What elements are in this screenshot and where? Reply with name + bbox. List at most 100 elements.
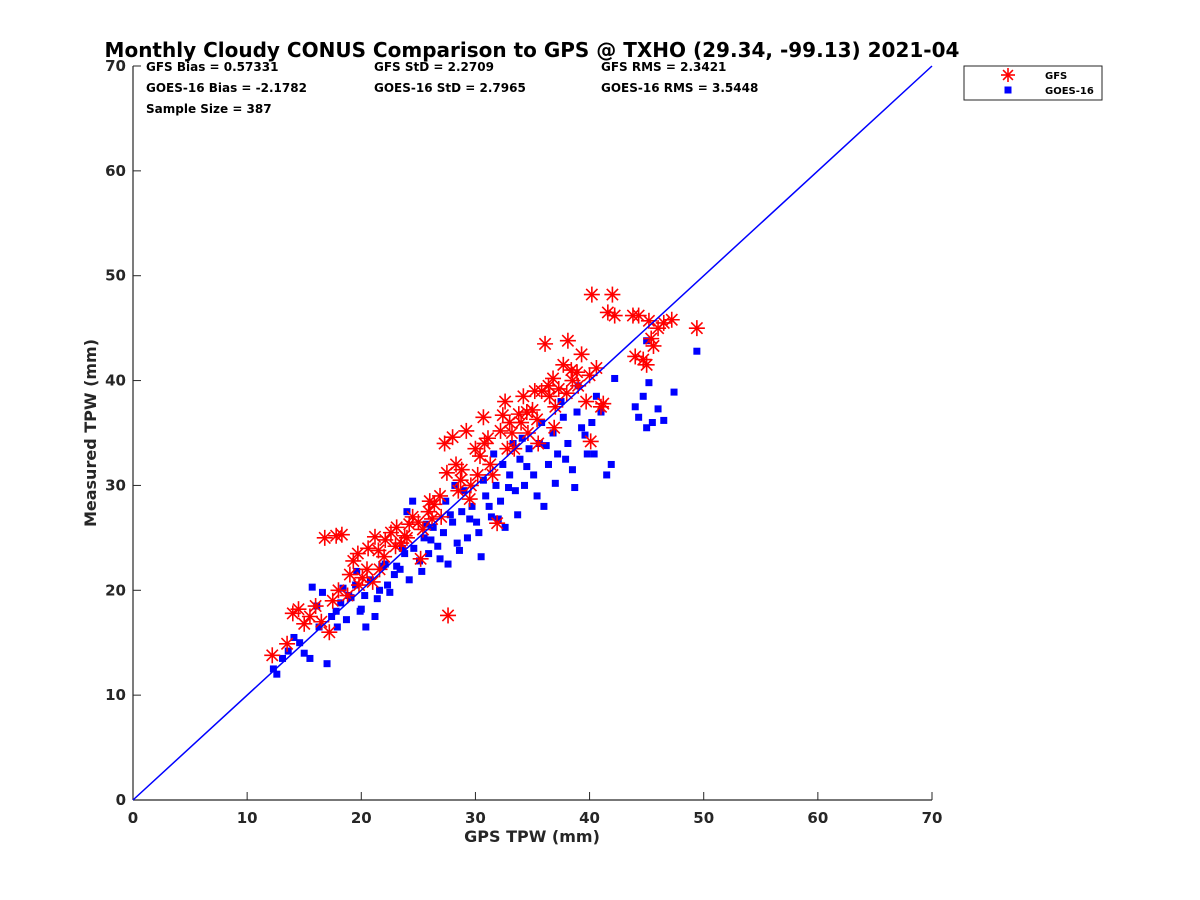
goes-point <box>409 497 417 505</box>
goes-point <box>490 450 498 458</box>
gfs-point <box>503 425 520 441</box>
asterisk-stroke <box>373 563 386 576</box>
x-tick-label: 50 <box>693 809 714 827</box>
asterisk-stroke <box>585 288 599 301</box>
asterisk-stroke <box>608 309 621 322</box>
asterisk-stroke <box>629 350 642 363</box>
goes-point <box>505 484 513 492</box>
goes-point <box>533 492 541 500</box>
asterisk-stroke <box>601 306 615 319</box>
gfs-point <box>583 286 600 303</box>
gfs-point <box>545 370 562 387</box>
goes-point <box>573 408 581 416</box>
goes-point <box>525 445 533 453</box>
gfs-point <box>513 414 530 431</box>
gfs-point <box>321 624 338 641</box>
asterisk-stroke <box>549 400 562 414</box>
gfs-point <box>573 346 590 363</box>
goes-point <box>654 405 662 413</box>
goes-point <box>279 654 287 662</box>
goes-point <box>439 529 447 537</box>
gfs-point <box>599 304 616 321</box>
asterisk-stroke <box>570 365 584 379</box>
asterisk-stroke <box>372 544 385 557</box>
asterisk-stroke <box>292 602 305 616</box>
goes-point <box>269 665 277 673</box>
goes-point <box>401 550 409 558</box>
goes-point <box>473 518 481 526</box>
goes-point <box>453 539 461 547</box>
goes-point <box>333 623 341 631</box>
goes-point <box>514 511 522 519</box>
gfs-point <box>475 409 492 426</box>
goes-point <box>639 392 647 400</box>
goes-point <box>434 542 442 550</box>
y-tick-label: 40 <box>105 372 126 390</box>
goes-point <box>386 588 394 596</box>
reference-line <box>132 65 933 801</box>
asterisk-stroke <box>538 337 552 351</box>
goes-point <box>376 586 384 594</box>
goes-point <box>487 513 495 521</box>
goes-point <box>337 599 345 607</box>
asterisk-stroke <box>579 395 593 408</box>
gfs-point <box>606 307 623 324</box>
legend-goes-square <box>1004 86 1012 94</box>
goes-point <box>390 571 398 579</box>
asterisk-stroke <box>464 479 478 492</box>
goes-point <box>590 450 598 458</box>
goes-point <box>393 562 401 570</box>
gfs-point <box>624 307 641 324</box>
goes-std-text: GOES-16 StD = 2.7965 <box>374 81 526 95</box>
y-tick-label: 0 <box>116 791 126 809</box>
goes-point <box>373 595 381 603</box>
asterisk-stroke <box>647 339 660 353</box>
gfs-point <box>370 542 387 559</box>
asterisk-stroke <box>416 523 430 536</box>
goes-point <box>648 419 656 427</box>
gfs-point <box>643 330 660 347</box>
gfs-point <box>559 332 576 349</box>
gfs-point <box>476 435 493 452</box>
asterisk-stroke <box>343 568 357 581</box>
asterisk-stroke <box>561 334 575 347</box>
asterisk-stroke <box>546 372 560 385</box>
asterisk-stroke <box>414 552 427 566</box>
asterisk-stroke <box>438 437 451 450</box>
asterisk-stroke <box>505 426 519 440</box>
goes-point <box>318 588 326 596</box>
asterisk-stroke <box>303 610 317 623</box>
gfs-point <box>341 566 358 583</box>
asterisk-stroke <box>423 494 436 508</box>
goes-point <box>296 639 304 647</box>
goes-point <box>523 463 531 471</box>
gfs-point <box>351 577 368 594</box>
asterisk-stroke <box>557 358 570 372</box>
gfs-point <box>530 435 547 452</box>
asterisk-stroke <box>351 547 365 560</box>
goes-point <box>339 584 347 592</box>
goes-point <box>444 560 452 568</box>
gfs-point <box>604 286 621 303</box>
gfs-point <box>396 527 413 544</box>
asterisk-stroke <box>425 512 439 526</box>
gfs-point <box>440 607 457 624</box>
legend-box <box>963 65 1103 101</box>
asterisk-stroke <box>690 321 704 335</box>
x-tick-label: 60 <box>807 809 828 827</box>
asterisk-stroke <box>478 437 491 450</box>
legend-gfs-marker <box>1001 68 1015 82</box>
asterisk-stroke <box>498 395 512 408</box>
gfs-point <box>563 362 580 379</box>
y-tick-label: 30 <box>105 476 126 494</box>
goes-point <box>499 460 507 468</box>
goes-point <box>592 392 600 400</box>
asterisk-stroke <box>390 521 403 534</box>
gfs-point <box>469 466 486 483</box>
asterisk-stroke <box>636 353 650 366</box>
asterisk-stroke <box>560 386 573 400</box>
asterisk-stroke <box>441 609 455 622</box>
goes-point <box>551 479 559 487</box>
gfs-point <box>421 493 438 510</box>
